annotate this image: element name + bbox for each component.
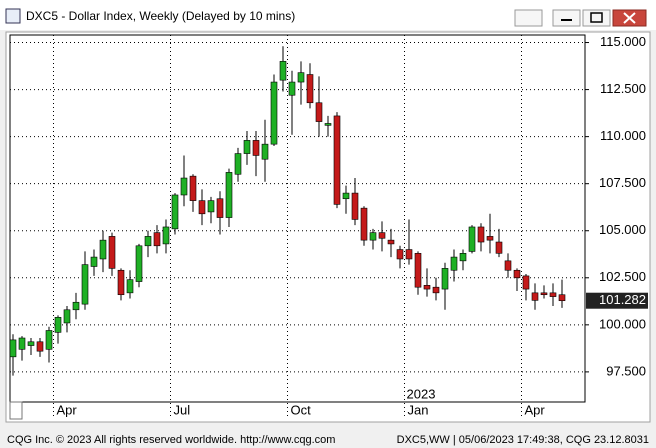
candle-body [297, 72, 305, 83]
candle-body [423, 285, 431, 290]
y-tick-label: 107.500 [599, 175, 646, 190]
candle-body [414, 253, 422, 288]
y-tick-label: 112.500 [600, 81, 646, 96]
candle-body [171, 194, 179, 230]
title-bar [0, 0, 656, 30]
candle-body [45, 330, 53, 350]
candle-body [90, 256, 98, 267]
candle-body [495, 241, 503, 254]
candle-body [261, 143, 269, 160]
candle-body [540, 292, 548, 296]
candle-body [432, 286, 440, 294]
y-tick-label: 115.000 [600, 34, 646, 49]
candle-body [504, 260, 512, 271]
link-button[interactable] [514, 9, 543, 27]
candle-body [360, 207, 368, 241]
candle-body [468, 226, 476, 252]
last-price-box [586, 292, 648, 309]
candle-body [369, 232, 377, 241]
candle-body [441, 268, 449, 290]
candle-body [63, 309, 71, 324]
maximize-button[interactable] [582, 9, 611, 27]
candle-body [477, 226, 485, 243]
candle-body [333, 115, 341, 205]
candle-body [450, 256, 458, 271]
y-tick-label: 110.000 [600, 128, 646, 143]
candle-body [522, 275, 530, 290]
app-icon [5, 8, 21, 24]
candle-body [342, 192, 350, 200]
candle-body [279, 61, 287, 81]
candle-body [144, 236, 152, 247]
candle-body [198, 200, 206, 215]
year-label: 2023 [407, 386, 436, 401]
candle-body [180, 177, 188, 196]
y-tick-label: 97.500 [606, 363, 646, 378]
x-tick-label: Jul [174, 402, 191, 417]
candle-body [189, 175, 197, 201]
candle-body [378, 232, 386, 239]
y-tick-label: 105.000 [599, 222, 646, 237]
candle-body [351, 192, 359, 220]
candle-body [207, 200, 215, 213]
candle-body [396, 249, 404, 260]
candle-body [153, 232, 161, 247]
candle-body [513, 269, 521, 279]
candle-body [81, 264, 89, 305]
y-tick-label: 100.000 [599, 316, 646, 331]
plot-area [9, 34, 586, 403]
candle-body [99, 239, 107, 260]
candle-body [549, 292, 557, 297]
x-tick-label: Apr [57, 402, 78, 417]
x-tick-label: Jan [408, 402, 429, 417]
candle-body [405, 249, 413, 260]
last-price-label: 101.282 [599, 292, 646, 307]
candle-body [162, 226, 170, 245]
candle-body [54, 317, 62, 333]
x-tick-label: Apr [525, 402, 546, 417]
candle-body [9, 339, 17, 358]
candle-body [27, 341, 35, 346]
candle-body [126, 279, 134, 294]
candle-body [18, 337, 26, 350]
candle-body [117, 269, 125, 296]
candle-body [108, 236, 116, 269]
footer-left: CQG Inc. © 2023 All rights reserved worl… [7, 434, 335, 446]
window-title: DXC5 - Dollar Index, Weekly (Delayed by … [26, 9, 295, 23]
candle-body [135, 245, 143, 282]
candle-body [486, 236, 494, 241]
candle-body [459, 253, 467, 262]
candle-body [270, 81, 278, 145]
candle-body [225, 172, 233, 218]
close-icon [623, 12, 636, 24]
maximize-icon [590, 12, 603, 23]
x-tick-label: Oct [291, 402, 312, 417]
scroll-box[interactable] [9, 401, 23, 420]
candle-body [216, 198, 224, 218]
y-tick-label: 102.500 [599, 269, 646, 284]
candle-body [252, 140, 260, 156]
candle-body [36, 341, 44, 352]
candle-body [243, 140, 251, 154]
candle-body [234, 153, 242, 175]
candle-body [306, 74, 314, 104]
candle-body [531, 292, 539, 301]
candle-body [387, 239, 395, 245]
footer-right: DXC5,WW | 05/06/2023 17:49:38, CQG 23.12… [397, 434, 649, 446]
candle-body [315, 102, 323, 122]
candle-body [324, 123, 332, 126]
candle-body [288, 81, 296, 96]
minimize-button[interactable] [552, 9, 581, 27]
candle-body [72, 301, 80, 311]
candle-body [558, 294, 566, 302]
